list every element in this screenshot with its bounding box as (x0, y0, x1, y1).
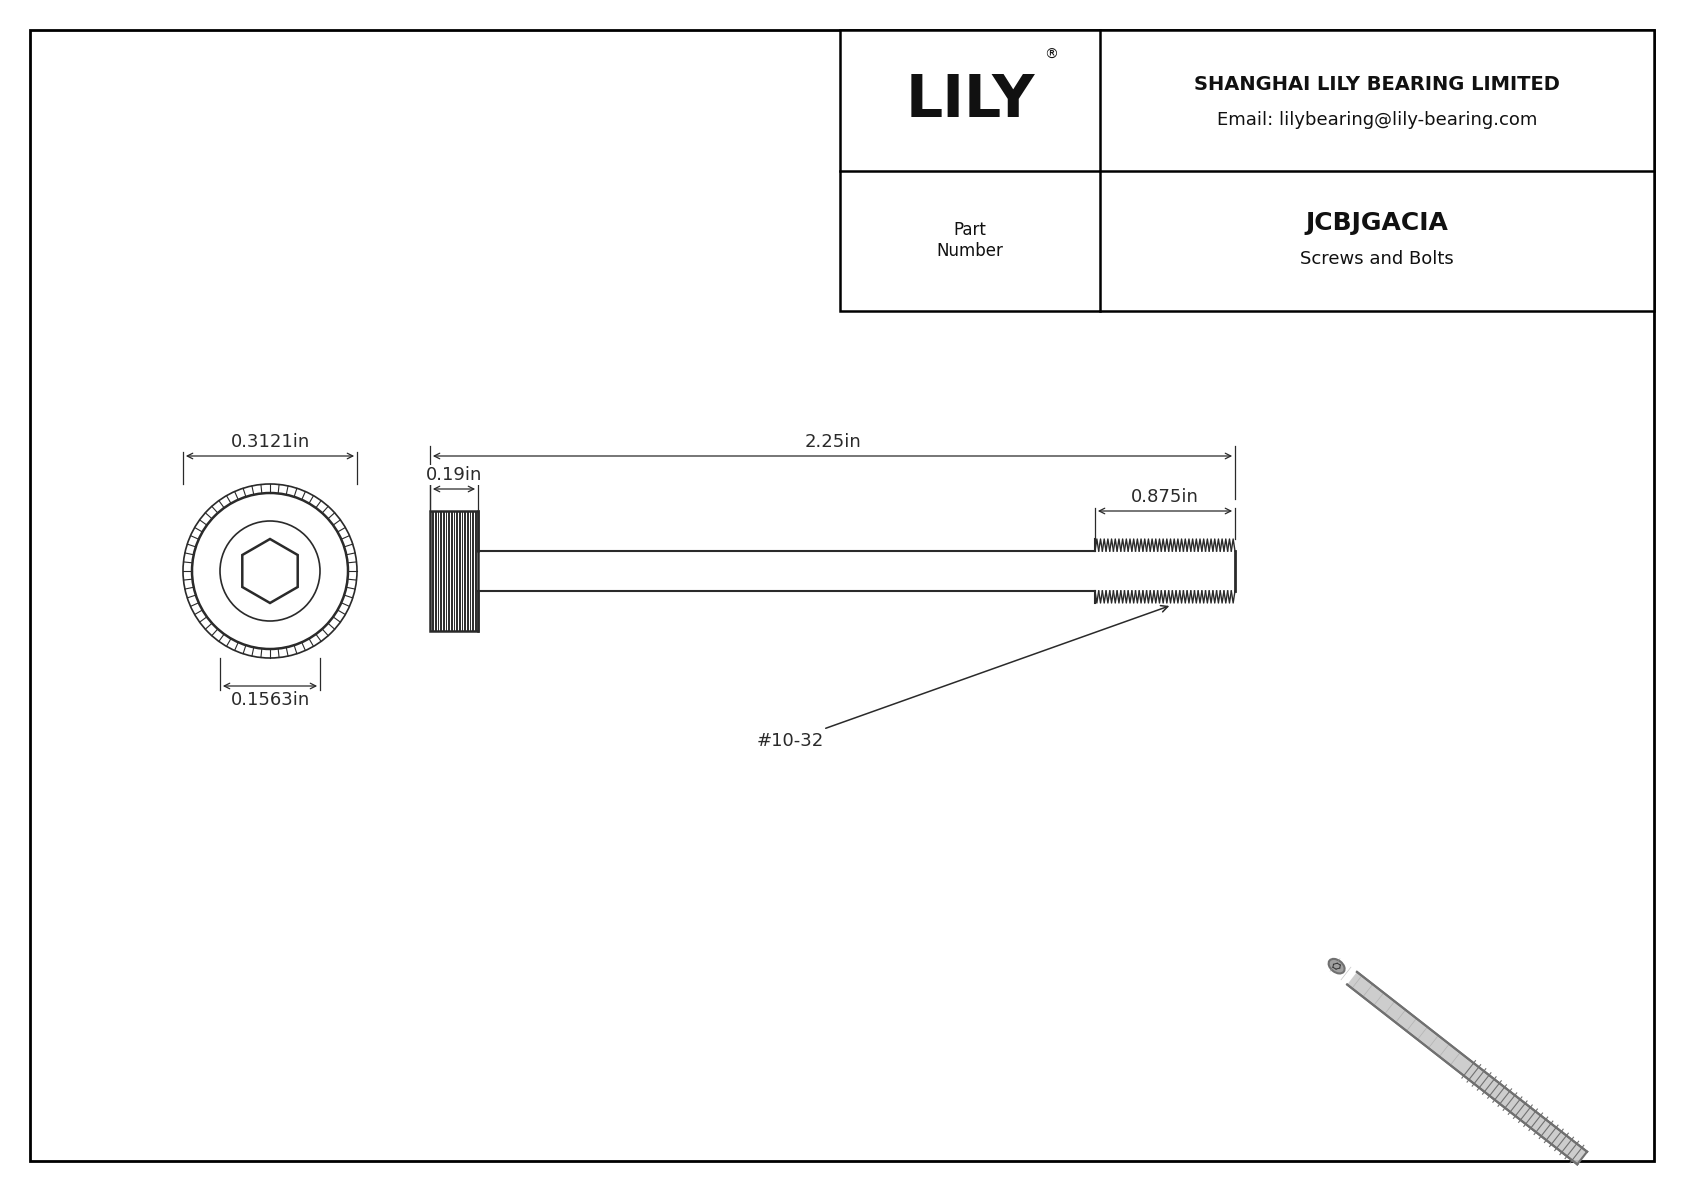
Circle shape (182, 484, 359, 659)
Text: 0.19in: 0.19in (426, 466, 482, 484)
Text: ®: ® (1044, 49, 1058, 62)
Ellipse shape (1329, 959, 1344, 973)
Text: JCBJGACIA: JCBJGACIA (1305, 211, 1448, 235)
Text: 2.25in: 2.25in (805, 434, 861, 451)
Text: Screws and Bolts: Screws and Bolts (1300, 250, 1453, 268)
Bar (429, 511, 478, 631)
Text: 0.1563in: 0.1563in (231, 691, 310, 709)
Text: #10-32: #10-32 (756, 605, 1167, 750)
Circle shape (192, 493, 349, 649)
Polygon shape (1347, 972, 1586, 1165)
Bar (840, 30, 1654, 311)
Text: SHANGHAI LILY BEARING LIMITED: SHANGHAI LILY BEARING LIMITED (1194, 75, 1559, 94)
Text: LILY: LILY (906, 71, 1034, 129)
Text: Part
Number: Part Number (936, 222, 1004, 260)
Text: 0.3121in: 0.3121in (231, 434, 310, 451)
Text: 0.875in: 0.875in (1132, 488, 1199, 506)
Text: Email: lilybearing@lily-bearing.com: Email: lilybearing@lily-bearing.com (1218, 111, 1537, 130)
